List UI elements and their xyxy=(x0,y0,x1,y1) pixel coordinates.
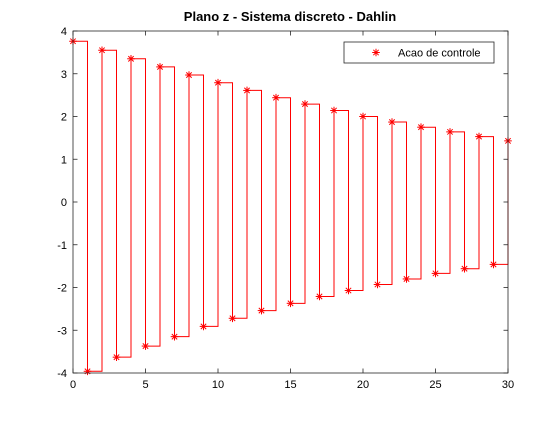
data-point xyxy=(83,367,92,376)
x-tick-label: 0 xyxy=(70,379,76,391)
data-point xyxy=(359,112,367,121)
y-tick-label: 2 xyxy=(61,112,67,124)
data-point xyxy=(431,269,440,278)
data-point xyxy=(388,118,396,126)
data-point xyxy=(446,128,454,136)
x-tick-label: 30 xyxy=(502,379,514,391)
data-point xyxy=(170,332,179,341)
data-point xyxy=(228,314,237,323)
legend-marker-asterisk xyxy=(372,48,380,57)
y-tick-label: 3 xyxy=(61,69,67,81)
data-point xyxy=(243,86,251,95)
x-tick-label: 25 xyxy=(429,379,441,391)
data-point xyxy=(185,71,193,79)
data-point xyxy=(344,286,353,295)
data-point xyxy=(257,306,266,315)
data-layer xyxy=(69,37,512,376)
legend: Acao de controle xyxy=(343,41,495,64)
x-tick-label: 5 xyxy=(142,379,148,391)
data-point xyxy=(141,342,150,350)
data-point xyxy=(156,63,164,71)
x-tick-label: 10 xyxy=(212,379,224,391)
data-point xyxy=(98,46,106,55)
x-tick-label: 15 xyxy=(284,379,296,391)
data-point xyxy=(489,260,498,269)
x-tick-label: 20 xyxy=(357,379,369,391)
data-point xyxy=(475,132,483,141)
data-point xyxy=(127,54,135,63)
legend-label: Acao de controle xyxy=(398,48,481,60)
data-point xyxy=(373,280,382,289)
data-point xyxy=(272,93,280,102)
y-tick-label: -1 xyxy=(57,240,67,252)
legend-box xyxy=(343,41,495,64)
data-point xyxy=(315,292,324,301)
data-point xyxy=(460,264,469,273)
y-tick-label: 1 xyxy=(61,154,67,166)
data-point xyxy=(286,299,295,308)
y-tick-label: -4 xyxy=(57,368,67,380)
y-tick-label: -2 xyxy=(57,283,67,295)
data-point xyxy=(199,322,208,331)
data-point xyxy=(417,123,425,131)
chart-title: Plano z - Sistema discreto - Dahlin xyxy=(184,9,396,24)
y-tick-label: 0 xyxy=(61,197,67,209)
data-point xyxy=(301,100,309,108)
axis-layer: 0 5 10 15 20 25 30 -4 -3 -2 -1 0 1 2 3 4 xyxy=(57,26,514,391)
data-point xyxy=(112,353,121,361)
data-point xyxy=(330,106,338,115)
legend-marker xyxy=(372,48,380,57)
data-point xyxy=(402,275,411,283)
y-tick-label: 4 xyxy=(61,26,67,38)
data-point xyxy=(214,78,222,87)
y-tick-label: -3 xyxy=(57,325,67,337)
